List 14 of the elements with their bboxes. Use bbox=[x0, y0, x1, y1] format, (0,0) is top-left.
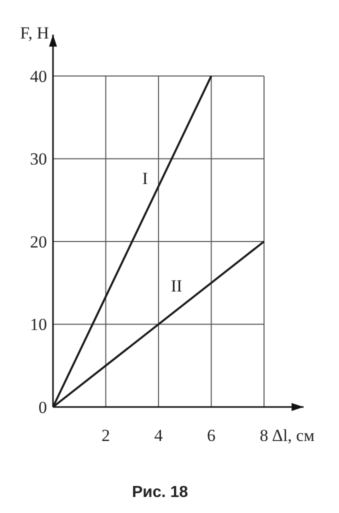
y-axis-title: F, Н bbox=[20, 24, 49, 43]
y-tick-label: 20 bbox=[30, 232, 47, 252]
y-tick-label: 30 bbox=[30, 150, 47, 169]
x-tick-label: 6 bbox=[207, 426, 216, 445]
x-tick-label: 8 bbox=[260, 426, 268, 445]
y-tick-label: 0 bbox=[38, 398, 47, 417]
y-tick-label: 10 bbox=[30, 315, 47, 334]
x-tick-label: 4 bbox=[154, 426, 164, 445]
series-label: II bbox=[170, 276, 183, 296]
text: Рис. 18 bbox=[132, 484, 188, 501]
x-axis-title: Δl, см bbox=[272, 426, 315, 445]
series-label: I bbox=[142, 168, 148, 188]
y-tick-label: 40 bbox=[30, 66, 47, 86]
x-tick-label: 2 bbox=[102, 426, 110, 445]
